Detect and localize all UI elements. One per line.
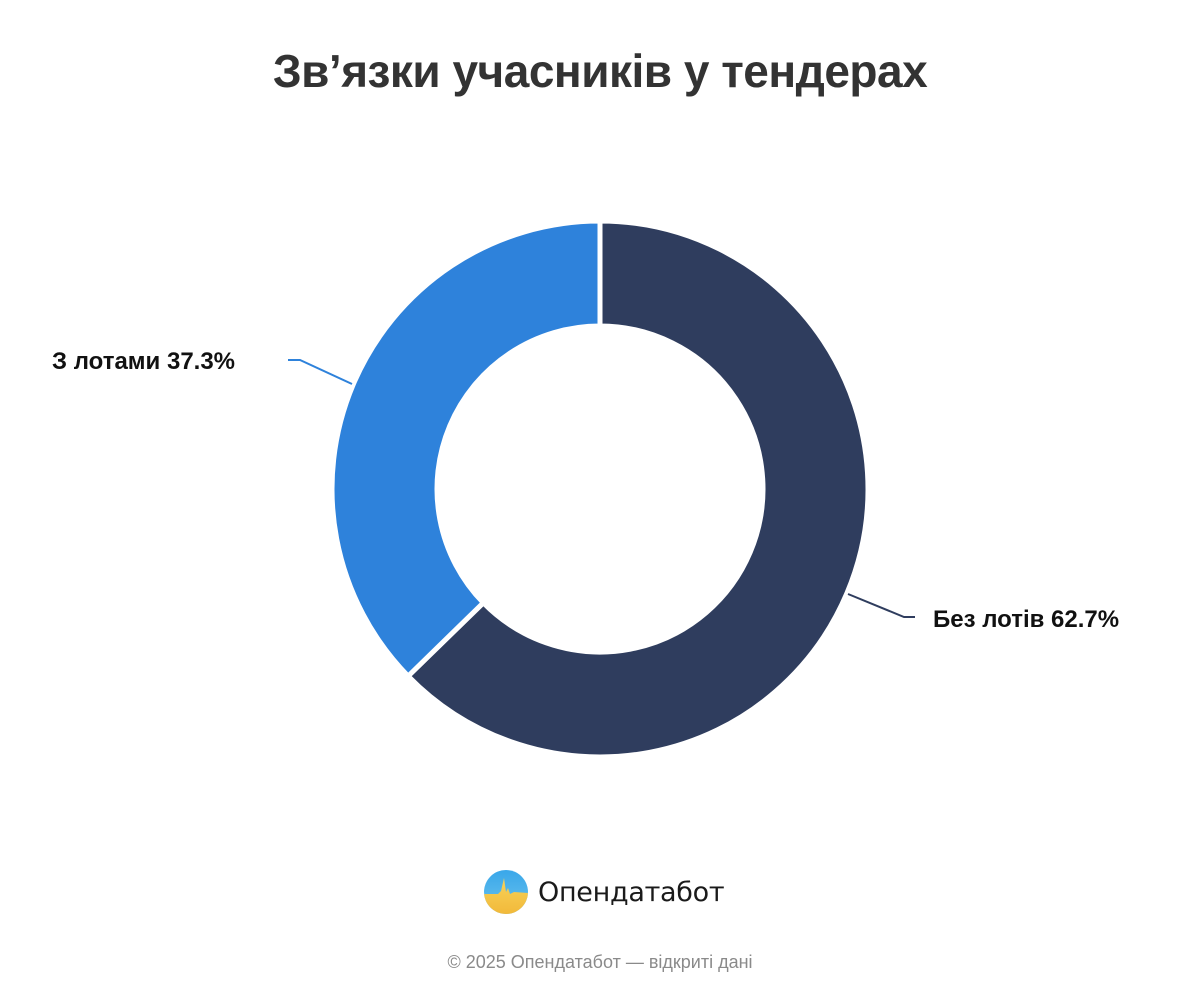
donut-segment-no-lots (405, 218, 871, 760)
leader-line-no-lots (847, 593, 915, 618)
label-with-lots: З лотами 37.3% (52, 348, 236, 375)
brand-name: Опендатабот (538, 876, 725, 908)
chart-title: Зв’язки учасників у тендерах (272, 45, 928, 97)
donut-segment-with-lots (329, 218, 603, 679)
footer-copyright: © 2025 Опендатабот — відкриті дані (447, 952, 753, 972)
opendatabot-logo-icon (484, 870, 528, 914)
brand: Опендатабот (484, 870, 725, 914)
label-no-lots: Без лотів 62.7% (933, 606, 1120, 633)
donut-segments (329, 218, 871, 760)
leader-line-with-lots (288, 359, 353, 385)
